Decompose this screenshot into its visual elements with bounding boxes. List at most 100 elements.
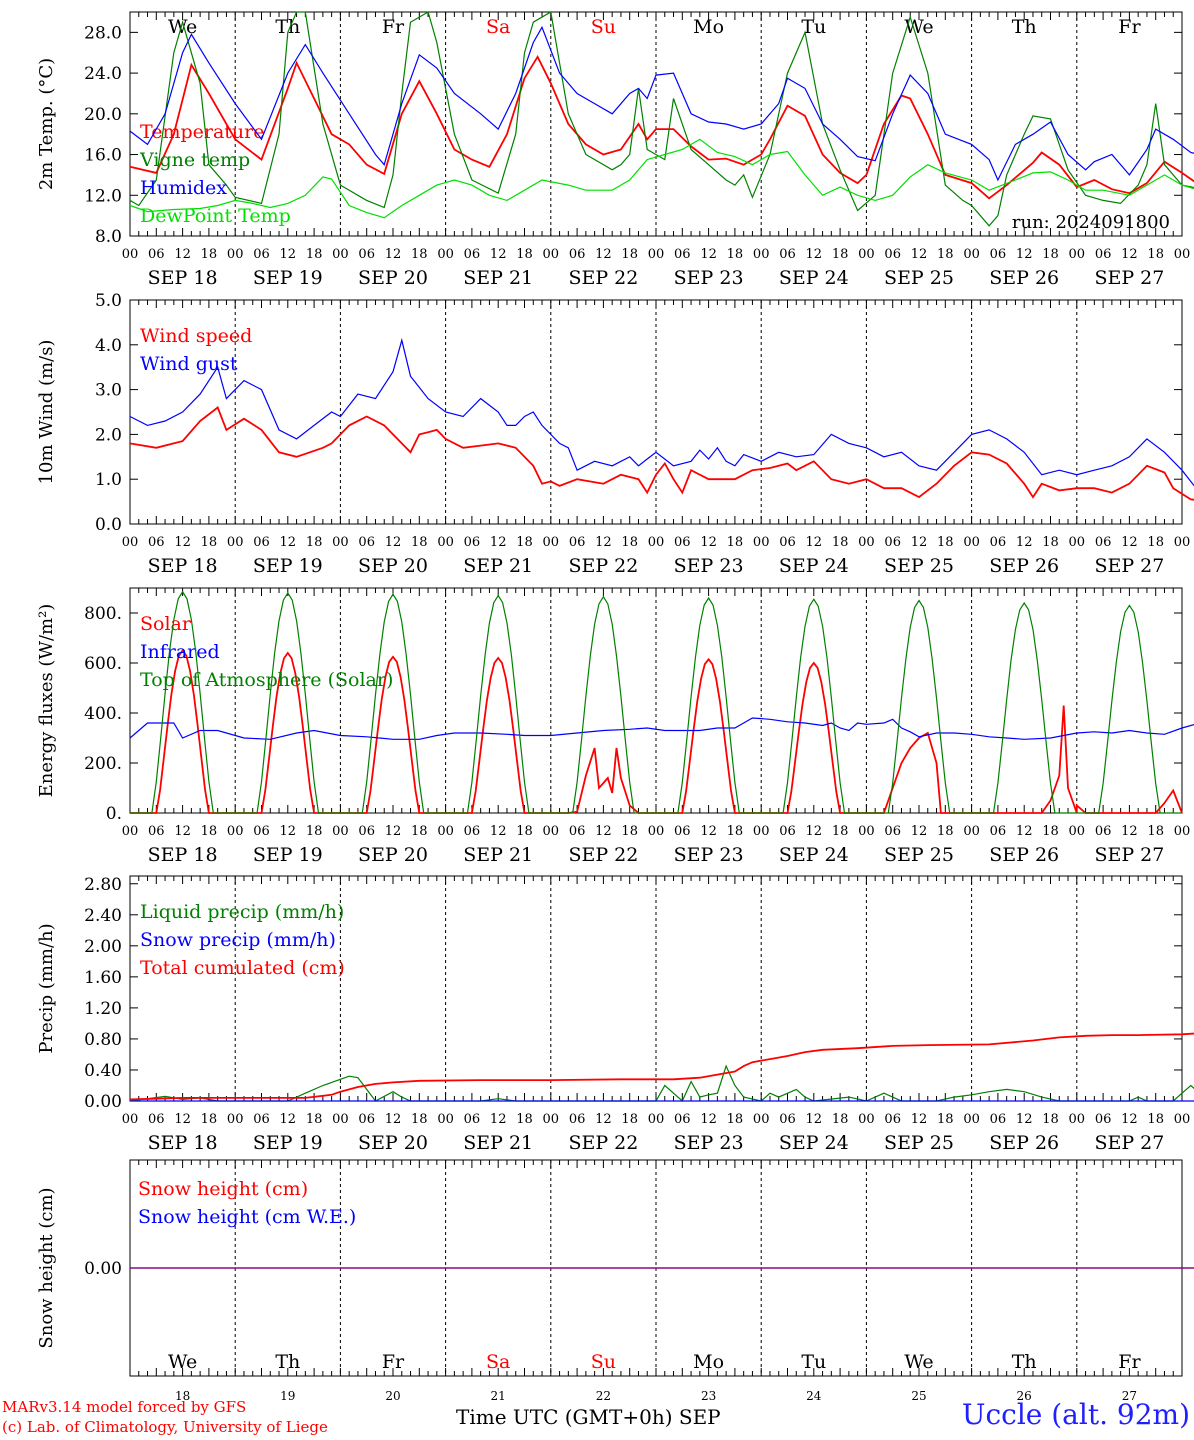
hour-tick-label: 12 — [280, 1112, 297, 1127]
hour-tick-label: 06 — [464, 247, 481, 262]
hour-tick-label: 00 — [753, 824, 770, 839]
run-label: run: 2024091800 — [1012, 212, 1170, 233]
hour-tick-label: 00 — [543, 535, 560, 550]
hour-tick-label: 06 — [884, 824, 901, 839]
hour-tick-label: 18 — [411, 824, 428, 839]
hour-tick-label: 00 — [1069, 247, 1086, 262]
hour-tick-label: 12 — [490, 247, 507, 262]
day-label: SEP 27 — [1094, 1132, 1164, 1154]
hour-tick-label: 12 — [385, 1112, 402, 1127]
hour-tick-label: 12 — [700, 1112, 717, 1127]
series-line-vigne-temp — [129, 11, 1194, 227]
day-label: SEP 25 — [884, 1132, 954, 1154]
hour-tick-label: 18 — [1042, 535, 1059, 550]
legend-entry: Vigne temp — [139, 149, 250, 171]
hour-tick-label: 12 — [1121, 1112, 1138, 1127]
hour-tick-label: 00 — [543, 824, 560, 839]
day-label: SEP 18 — [148, 555, 218, 577]
hour-tick-label: 06 — [148, 535, 165, 550]
y-tick-label: 2.00 — [84, 937, 122, 957]
day-number-label: 21 — [491, 1389, 506, 1403]
hour-tick-label: 06 — [253, 1112, 270, 1127]
day-label: SEP 24 — [779, 844, 849, 866]
hour-tick-label: 00 — [1174, 247, 1191, 262]
hour-tick-label: 18 — [832, 824, 849, 839]
hour-tick-label: 18 — [1042, 1112, 1059, 1127]
y-tick-label: 200. — [84, 754, 122, 774]
day-label: SEP 22 — [568, 267, 638, 289]
day-label: SEP 19 — [253, 555, 323, 577]
hour-tick-label: 12 — [174, 824, 191, 839]
y-tick-label: 5.0 — [95, 291, 122, 311]
station-label: Uccle (alt. 92m) — [961, 1398, 1190, 1431]
y-tick-label: 2.80 — [84, 875, 122, 895]
hour-tick-label: 18 — [727, 1112, 744, 1127]
hour-tick-label: 00 — [963, 1112, 980, 1127]
x-axis-title-text: Time UTC (GMT+0h) — [456, 1405, 673, 1429]
hour-tick-label: 12 — [1016, 535, 1033, 550]
hour-tick-label: 00 — [437, 535, 454, 550]
legend-entry: DewPoint Temp — [140, 205, 291, 227]
day-label: SEP 18 — [148, 1132, 218, 1154]
hour-tick-label: 18 — [621, 247, 638, 262]
series-line-wind-gust — [129, 337, 1194, 487]
day-label: SEP 24 — [779, 555, 849, 577]
hour-tick-label: 00 — [963, 535, 980, 550]
day-label: SEP 20 — [358, 844, 428, 866]
hour-tick-label: 18 — [727, 247, 744, 262]
hour-tick-label: 00 — [122, 824, 139, 839]
day-number-label: 18 — [175, 1389, 190, 1403]
hour-tick-label: 18 — [727, 824, 744, 839]
weekday-label: Fr — [382, 16, 405, 38]
hour-tick-label: 00 — [1069, 1112, 1086, 1127]
weekday-label: Th — [1012, 16, 1037, 38]
hour-tick-label: 06 — [674, 247, 691, 262]
y-tick-label: 28.0 — [84, 23, 122, 43]
panel-4: 0.00 0.40 0.80 1.20 1.60 2.00 2.40 2.80 Precip (… — [36, 875, 1194, 1154]
hour-tick-label: 06 — [148, 247, 165, 262]
hour-tick-label: 06 — [884, 535, 901, 550]
hour-tick-label: 00 — [963, 824, 980, 839]
hour-tick-label: 12 — [280, 535, 297, 550]
day-number-label: 19 — [280, 1389, 295, 1403]
hour-tick-label: 06 — [253, 824, 270, 839]
weekday-label: Tu — [801, 1351, 826, 1373]
hour-tick-label: 18 — [516, 1112, 533, 1127]
series-line-dewpoint-temp — [129, 138, 1194, 219]
hour-tick-label: 12 — [1121, 535, 1138, 550]
day-number-label: 20 — [385, 1389, 400, 1403]
hour-tick-label: 00 — [858, 535, 875, 550]
y-tick-label: 1.60 — [84, 968, 122, 988]
hour-tick-label: 06 — [464, 1112, 481, 1127]
weekday-label: Sa — [486, 16, 510, 38]
y-tick-label: 600. — [84, 654, 122, 674]
day-label: SEP 25 — [884, 267, 954, 289]
legend-entry: Infrared — [140, 641, 220, 663]
hour-tick-label: 18 — [516, 535, 533, 550]
hour-tick-label: 12 — [595, 1112, 612, 1127]
hour-tick-label: 06 — [884, 1112, 901, 1127]
day-label: SEP 20 — [358, 555, 428, 577]
day-label: SEP 18 — [148, 267, 218, 289]
hour-tick-label: 18 — [832, 247, 849, 262]
day-label: SEP 26 — [989, 267, 1059, 289]
hour-tick-label: 06 — [148, 1112, 165, 1127]
hour-tick-label: 00 — [543, 247, 560, 262]
hour-tick-label: 00 — [963, 247, 980, 262]
weekday-label: Th — [275, 1351, 300, 1373]
y-tick-label: 0.00 — [84, 1092, 122, 1112]
hour-tick-label: 06 — [358, 824, 375, 839]
hour-tick-label: 18 — [937, 535, 954, 550]
y-tick-label: 0.80 — [84, 1030, 122, 1050]
y-tick-label: 0.0 — [95, 515, 122, 535]
day-label: SEP 20 — [358, 267, 428, 289]
day-label: SEP 21 — [463, 267, 533, 289]
hour-tick-label: 18 — [1147, 535, 1164, 550]
hour-tick-label: 00 — [648, 247, 665, 262]
hour-tick-label: 18 — [832, 1112, 849, 1127]
y-axis-label: 10m Wind (m/s) — [36, 340, 57, 485]
y-axis-label: Snow height (cm) — [36, 1187, 57, 1348]
hour-tick-label: 00 — [1174, 535, 1191, 550]
day-number-label: 22 — [596, 1389, 611, 1403]
panel-5: 0.00 Snow height (cm) We 18 Th 19 Fr 20 Sa 21 Su 22… — [36, 1159, 1194, 1403]
